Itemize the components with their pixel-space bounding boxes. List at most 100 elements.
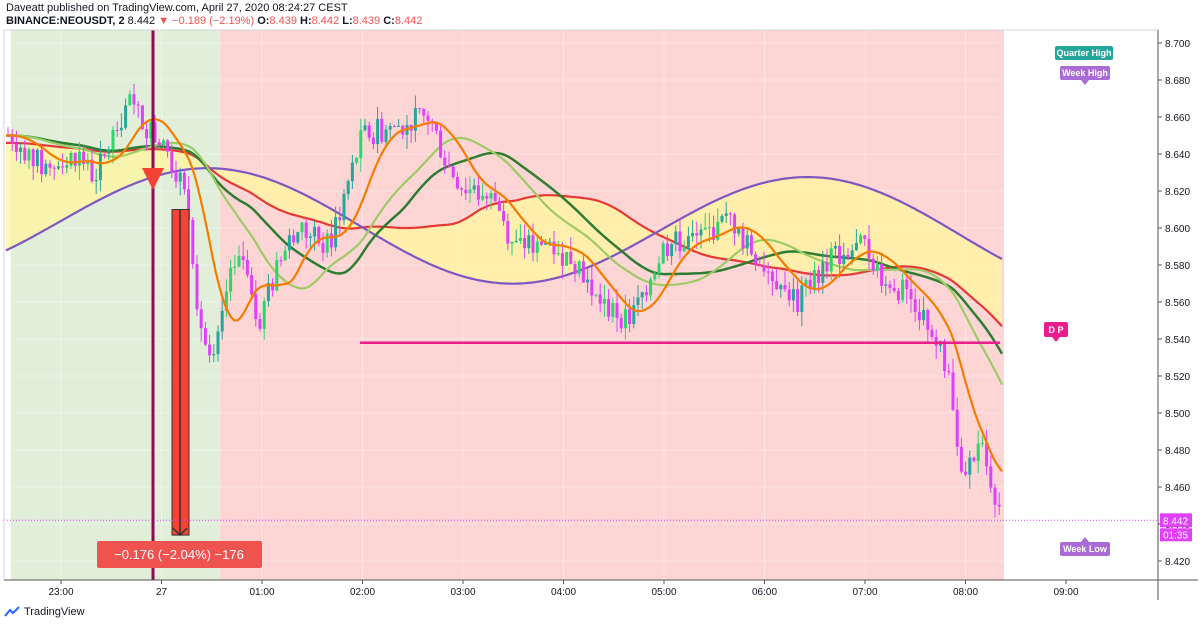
candle-body: [40, 149, 44, 175]
candle-body: [569, 251, 573, 265]
candle-body: [968, 457, 972, 475]
candle-body: [821, 262, 825, 283]
x-tick-label: 03:00: [450, 587, 475, 598]
x-tick-label: 08:00: [953, 587, 978, 598]
week-low-badge-label: Week Low: [1063, 544, 1108, 554]
publisher-line: Daveatt published on TradingView.com, Ap…: [6, 2, 348, 14]
x-tick-label: 05:00: [651, 587, 676, 598]
symbol-info: BINANCE:NEOUSDT, 2 8.442 ▼ −0.189 (−2.19…: [6, 15, 422, 27]
candle-body: [342, 193, 346, 221]
candle-body: [149, 122, 153, 139]
candle-body: [846, 254, 850, 258]
countdown-tag: [1160, 528, 1192, 542]
y-tick-label: 8.560: [1165, 298, 1190, 309]
candle-body: [229, 267, 233, 292]
candle-body: [699, 229, 703, 236]
candle-body: [308, 236, 312, 238]
candle-body: [649, 279, 653, 296]
y-tick-label: 8.700: [1165, 39, 1190, 50]
week-low-badge-box: [1060, 542, 1110, 556]
candle-body: [892, 287, 896, 291]
candle-body: [376, 118, 380, 145]
candle-body: [707, 227, 711, 229]
candle-body: [800, 285, 804, 312]
candle-body: [27, 149, 31, 161]
candle-body: [455, 177, 459, 189]
candle-body: [300, 222, 304, 233]
candle-body: [909, 289, 913, 300]
candle-body: [237, 256, 241, 267]
candle-body: [279, 260, 283, 262]
low-label: L:: [342, 15, 353, 27]
candle-body: [586, 279, 590, 283]
x-tick-label: 06:00: [752, 587, 777, 598]
candle-body: [733, 214, 737, 234]
candle-body: [325, 233, 329, 253]
candle-body: [224, 291, 228, 311]
measure-arrow-icon: [172, 209, 188, 537]
candle-body: [73, 153, 77, 166]
candle-body: [884, 284, 888, 286]
last-price: 8.442: [127, 15, 156, 27]
y-tick-label: 8.600: [1165, 224, 1190, 235]
candle-body: [871, 258, 875, 271]
candle-body: [216, 331, 220, 355]
open-value: 8.439: [269, 15, 297, 27]
candle-body: [418, 108, 422, 110]
candle-body: [644, 292, 648, 296]
candle-body: [98, 153, 102, 181]
candle-body: [560, 253, 564, 266]
y-tick-label: 8.420: [1165, 557, 1190, 568]
candle-body: [182, 172, 186, 190]
x-tick-label: 27: [156, 587, 168, 598]
candle-body: [607, 299, 611, 317]
candle-body: [770, 271, 774, 282]
candle-body: [590, 279, 594, 296]
candle-body: [972, 457, 976, 461]
candle-body: [119, 127, 123, 131]
candle-body: [439, 130, 443, 158]
candle-body: [52, 167, 56, 169]
candle-body: [443, 157, 447, 166]
candle-body: [313, 226, 317, 237]
week-high-badge-box: [1060, 66, 1110, 80]
candle-body: [976, 443, 980, 461]
candle-body: [485, 195, 489, 199]
candle-body: [355, 158, 359, 163]
candle-body: [695, 233, 699, 236]
x-tick-label: 07:00: [852, 587, 877, 598]
x-tick-label: 04:00: [551, 587, 576, 598]
candle-body: [745, 235, 749, 249]
candle-body: [128, 94, 132, 106]
candle-body: [506, 221, 510, 244]
footer-brand[interactable]: TradingView: [4, 606, 85, 618]
candle-body: [187, 189, 191, 220]
ma-cloud: [6, 142, 1002, 327]
candle-body: [779, 285, 783, 290]
candle-body: [178, 172, 182, 182]
dp-badge-pointer: [1052, 337, 1060, 342]
candle-body: [787, 289, 791, 301]
candle-body: [258, 319, 262, 329]
candle-body: [758, 265, 762, 267]
quarter-high-badge-box: [1055, 46, 1113, 60]
candle-body: [913, 299, 917, 312]
candle-body: [271, 283, 275, 291]
candle-body: [514, 240, 518, 242]
candle-body: [384, 129, 388, 142]
y-tick-label: 8.640: [1165, 150, 1190, 161]
candle-body: [577, 261, 581, 274]
candle-body: [670, 244, 674, 257]
candle-body: [888, 284, 892, 288]
current-price-label: 8.442: [1163, 516, 1188, 527]
candle-body: [245, 260, 249, 276]
candle-body: [476, 185, 480, 200]
candle-body: [434, 121, 438, 131]
candle-body: [598, 294, 602, 304]
candle-body: [392, 126, 396, 128]
candle-body: [157, 142, 161, 146]
candle-body: [980, 443, 984, 445]
candle-body: [468, 189, 472, 194]
candle-body: [863, 235, 867, 240]
